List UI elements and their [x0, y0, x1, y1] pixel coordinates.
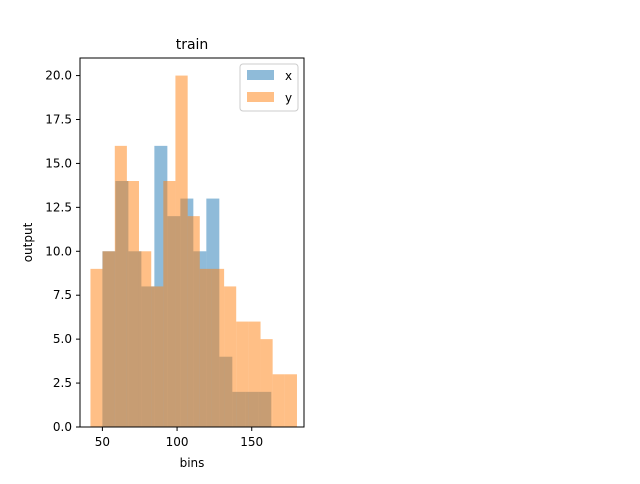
bar-y-4	[138, 251, 152, 427]
y-tick-label: 0.0	[53, 420, 72, 434]
bar-y-10	[211, 268, 225, 427]
x-ticks: 50 100 150	[95, 427, 263, 449]
legend-swatch-x	[247, 70, 274, 80]
bar-y-6	[163, 181, 176, 427]
legend-swatch-y	[247, 92, 274, 102]
bar-y-15	[272, 374, 285, 427]
bar-y-2	[114, 145, 127, 427]
bars-layer	[90, 75, 297, 428]
bar-y-9	[199, 268, 212, 427]
y-tick-label: 7.5	[53, 288, 72, 302]
y-axis-label: output	[21, 222, 35, 262]
bar-y-11	[224, 286, 237, 427]
legend-label-x: x	[285, 69, 292, 83]
x-tick-label: 150	[240, 435, 263, 449]
bar-y-8	[187, 216, 200, 427]
y-tick-label: 10.0	[45, 244, 72, 258]
y-tick-label: 17.5	[45, 113, 72, 127]
y-tick-label: 12.5	[45, 200, 72, 214]
bar-y-7	[175, 75, 188, 428]
bar-y-12	[236, 321, 249, 427]
y-tick-label: 20.0	[45, 69, 72, 83]
legend: x y	[239, 63, 299, 112]
legend-label-y: y	[285, 91, 292, 105]
y-tick-label: 2.5	[53, 376, 72, 390]
bar-y-0	[90, 268, 103, 427]
y-tick-label: 5.0	[53, 332, 72, 346]
y-tick-label: 15.0	[45, 156, 72, 170]
bar-y-1	[102, 251, 115, 427]
plot-frame	[79, 57, 305, 428]
bar-y-14	[260, 339, 273, 427]
bar-y-16	[284, 374, 297, 427]
chart-title: train	[176, 37, 209, 53]
y-ticks: 0.0 2.5 5.0 7.5 10.0 12.5 15.0 17.5 20.0	[45, 69, 80, 434]
x-tick-label: 50	[95, 435, 110, 449]
x-tick-label: 100	[166, 435, 189, 449]
bar-y-5	[151, 286, 164, 427]
x-axis-label: bins	[180, 456, 205, 470]
bar-y-3	[126, 181, 139, 427]
bar-y-13	[248, 321, 261, 427]
